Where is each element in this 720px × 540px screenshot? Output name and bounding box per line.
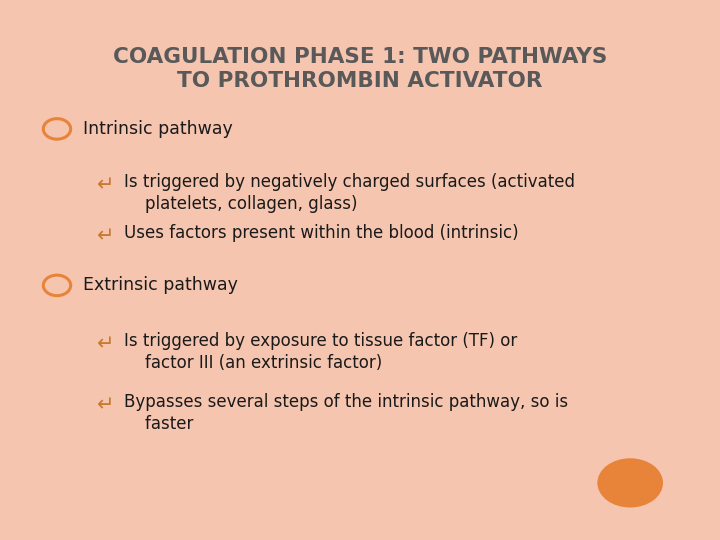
- Text: Is triggered by exposure to tissue factor (TF) or
    factor III (an extrinsic f: Is triggered by exposure to tissue facto…: [124, 332, 517, 372]
- Text: Extrinsic pathway: Extrinsic pathway: [83, 276, 238, 294]
- Circle shape: [598, 458, 663, 508]
- Text: Is triggered by negatively charged surfaces (activated
    platelets, collagen, : Is triggered by negatively charged surfa…: [124, 172, 575, 213]
- Text: ↵: ↵: [96, 226, 114, 246]
- Text: Uses factors present within the blood (intrinsic): Uses factors present within the blood (i…: [124, 224, 518, 242]
- Text: COAGULATION PHASE 1: TWO PATHWAYS
TO PROTHROMBIN ACTIVATOR: COAGULATION PHASE 1: TWO PATHWAYS TO PRO…: [113, 47, 607, 91]
- Text: ↵: ↵: [96, 396, 114, 416]
- Text: Intrinsic pathway: Intrinsic pathway: [83, 120, 233, 138]
- Text: ↵: ↵: [96, 175, 114, 195]
- Text: Bypasses several steps of the intrinsic pathway, so is
    faster: Bypasses several steps of the intrinsic …: [124, 393, 568, 433]
- Text: ↵: ↵: [96, 334, 114, 354]
